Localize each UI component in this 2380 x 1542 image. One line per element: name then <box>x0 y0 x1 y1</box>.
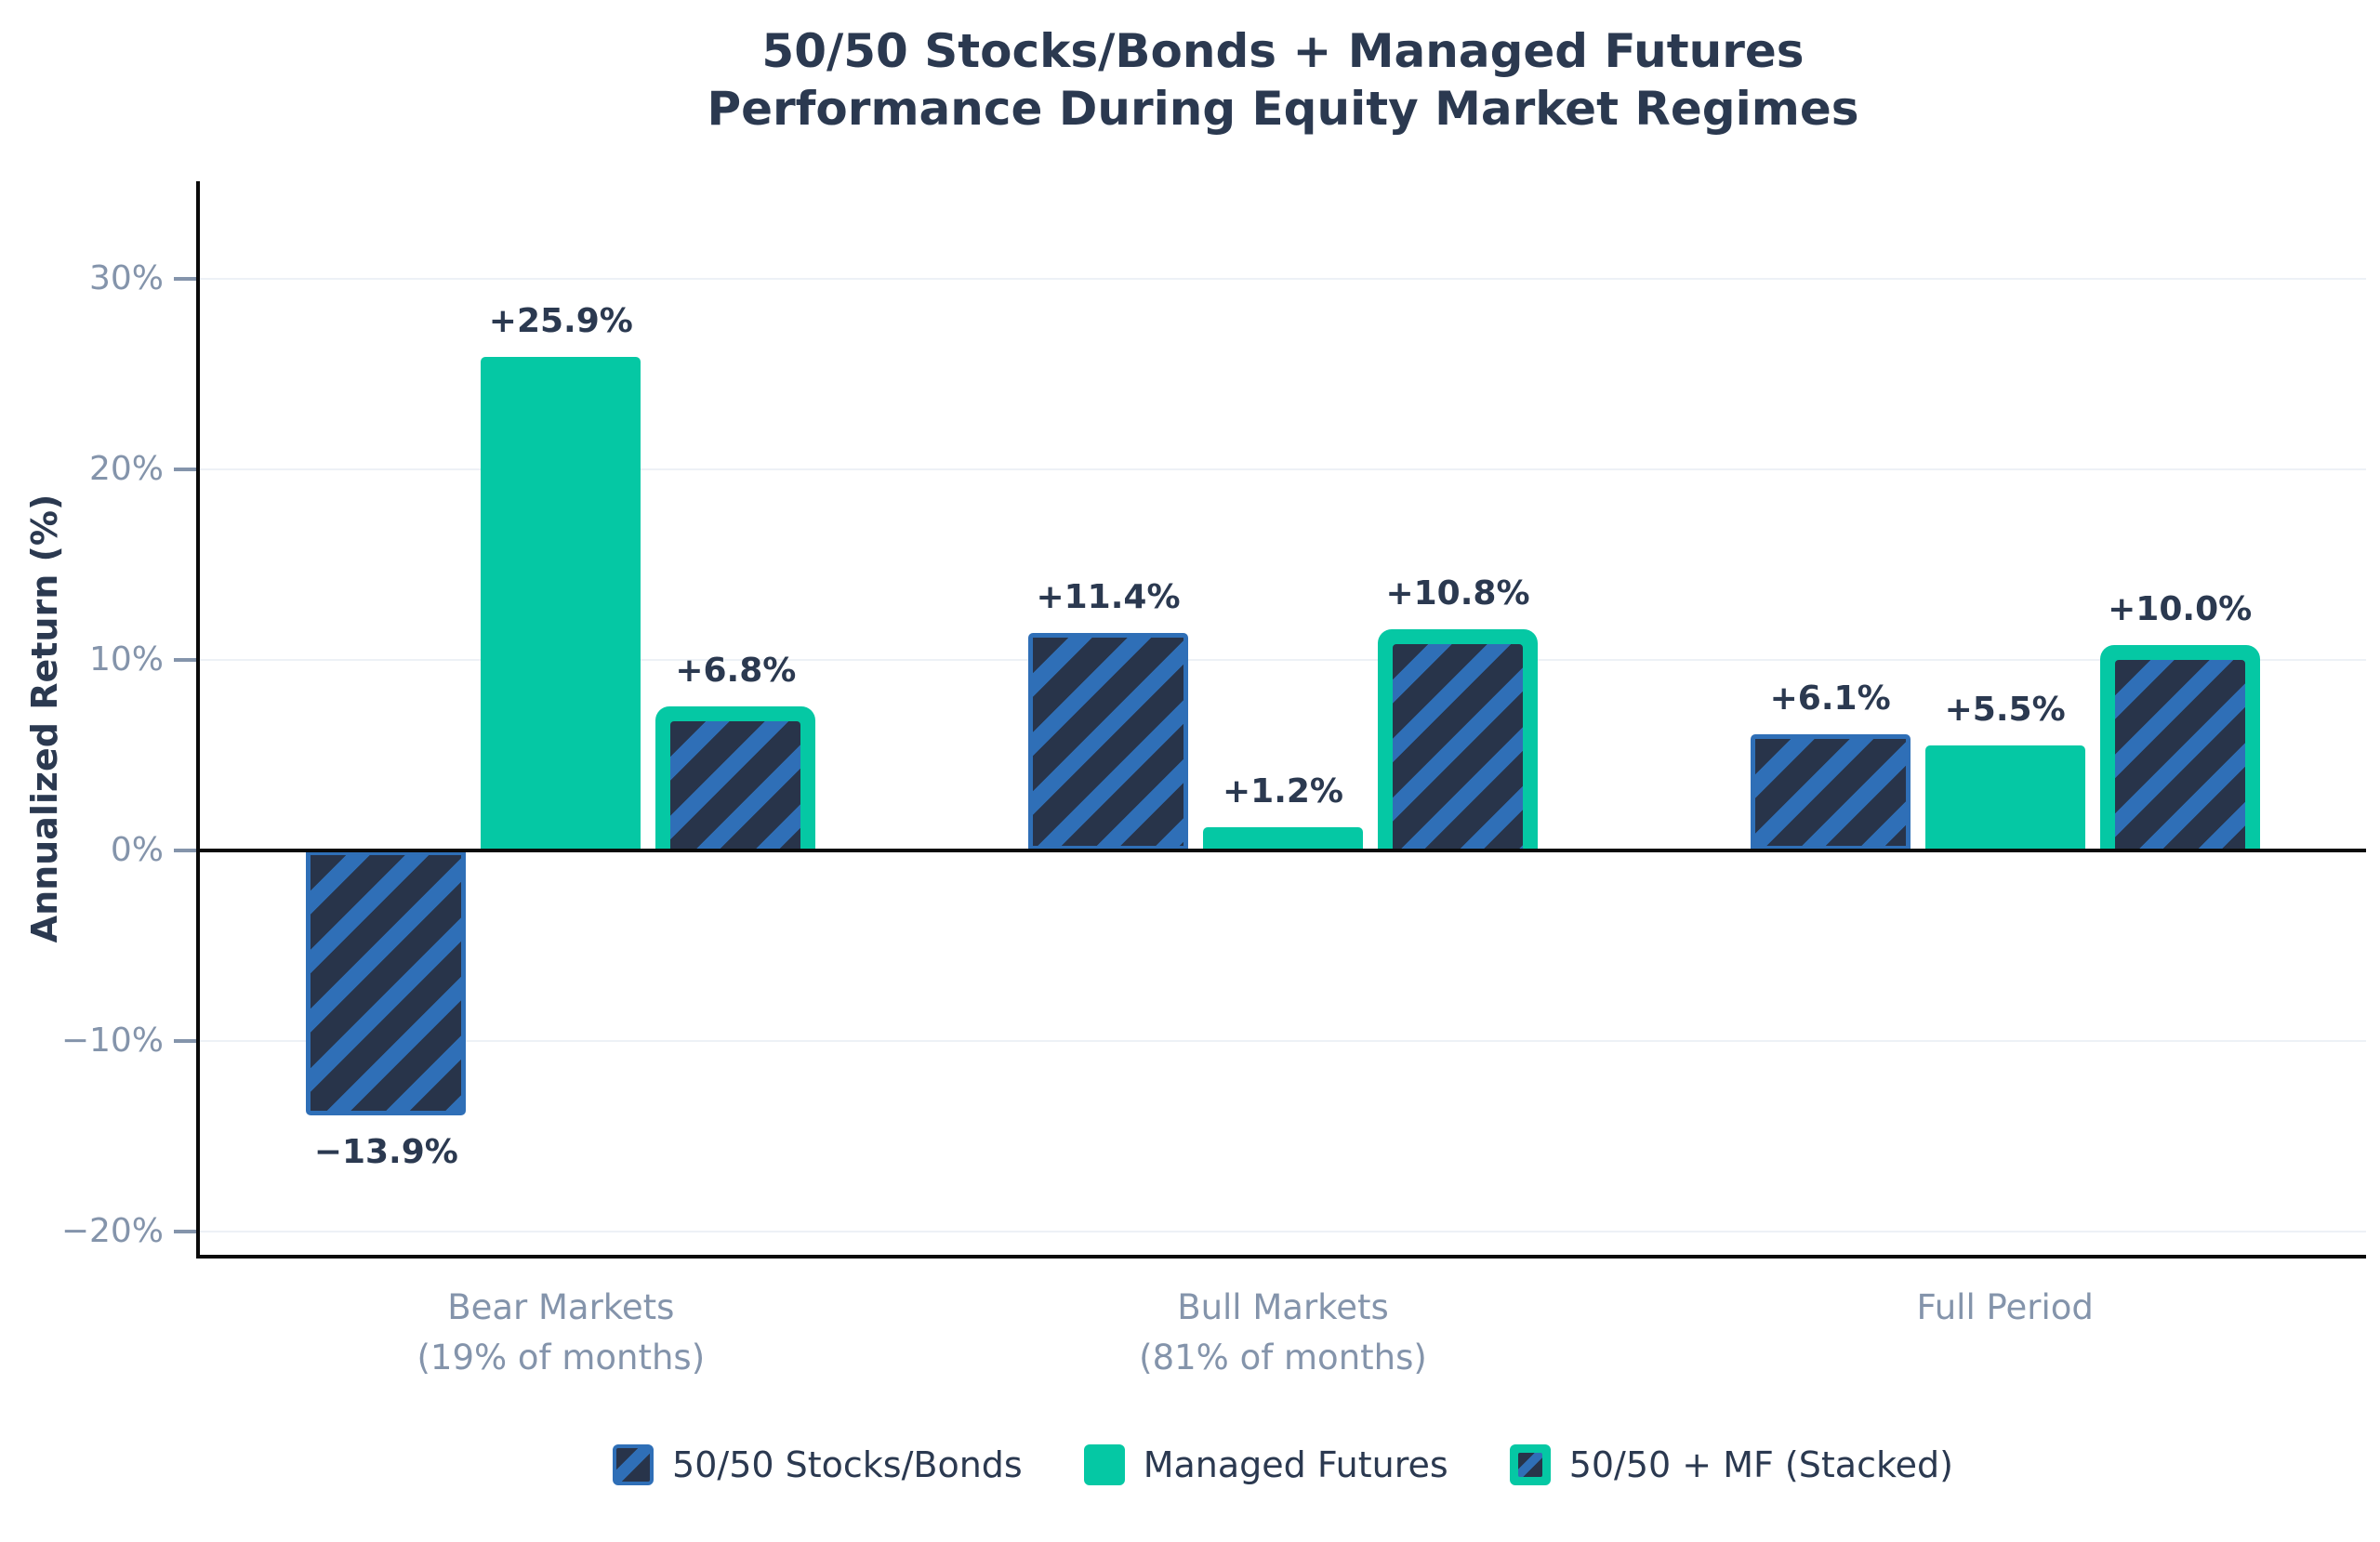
bar-5050-stocks-bonds <box>1750 733 1911 851</box>
bar-value-label: +6.1% <box>1769 679 1891 718</box>
chart-title-line2: Performance During Equity Market Regimes <box>707 82 1859 136</box>
x-category-label-line2: (81% of months) <box>1139 1338 1427 1377</box>
y-tick-label: 30% <box>88 258 164 297</box>
x-category-label-line2: (19% of months) <box>416 1338 706 1377</box>
gridline <box>200 277 2366 280</box>
bar-value-label: +6.8% <box>675 651 797 690</box>
legend-swatch-teal-icon <box>1083 1444 1125 1485</box>
x-category-label-line1: Bear Markets <box>447 1287 675 1327</box>
bar-5050-mf-stacked <box>655 705 816 851</box>
y-tick-label: 10% <box>88 639 164 679</box>
legend-label: 50/50 + MF (Stacked) <box>1568 1444 1953 1485</box>
y-tick-mark <box>174 1039 196 1044</box>
bar-5050-stocks-bonds <box>1028 633 1188 851</box>
y-tick-mark <box>174 276 196 281</box>
gridline <box>200 1040 2366 1043</box>
gridline <box>200 658 2366 661</box>
bar-value-label: +11.4% <box>1036 578 1181 617</box>
y-tick-mark <box>174 849 196 853</box>
gridline <box>200 1231 2366 1233</box>
bar-value-label: +5.5% <box>1944 691 2066 730</box>
bar-5050-mf-stacked <box>1378 629 1538 851</box>
legend-item-5050-mf-stacked: 50/50 + MF (Stacked) <box>1509 1443 1953 1487</box>
y-tick-label: 20% <box>88 449 164 488</box>
y-tick-label: −10% <box>60 1021 164 1061</box>
chart-title-line1: 50/50 Stocks/Bonds + Managed Futures <box>761 24 1805 78</box>
y-tick-label: 0% <box>110 831 164 870</box>
zero-line <box>200 849 2366 853</box>
x-category-label: Bear Markets (19% of months) <box>263 1283 858 1383</box>
bar-value-label: −13.9% <box>313 1133 458 1172</box>
chart-title: 50/50 Stocks/Bonds + Managed Futures Per… <box>186 22 2380 138</box>
bar-value-label: +1.2% <box>1222 772 1343 811</box>
bar-value-label: +10.0% <box>2108 589 2253 628</box>
y-tick-mark <box>174 657 196 662</box>
bar-5050-mf-stacked-fill <box>2114 659 2245 851</box>
x-category-label-line1: Full Period <box>1916 1287 2094 1327</box>
y-tick-mark <box>174 467 196 471</box>
y-tick-mark <box>174 1230 196 1234</box>
legend: 50/50 Stocks/Bonds Managed Futures 50/50… <box>186 1443 2380 1487</box>
legend-swatch-stacked-inner <box>1517 1453 1542 1477</box>
x-category-label: Full Period <box>1708 1283 2303 1333</box>
bar-managed-futures <box>1924 745 2085 851</box>
x-category-label-line1: Bull Markets <box>1177 1287 1389 1327</box>
bar-managed-futures <box>1203 827 1363 851</box>
legend-item-managed-futures: Managed Futures <box>1083 1443 1448 1487</box>
bar-value-label: +25.9% <box>488 301 633 340</box>
bar-value-label: +10.8% <box>1385 574 1530 613</box>
legend-swatch-stacked-icon <box>1509 1444 1551 1485</box>
gridline <box>200 468 2366 470</box>
y-tick-label: −20% <box>60 1212 164 1251</box>
y-axis-spine <box>196 181 200 1259</box>
x-category-label: Bull Markets (81% of months) <box>985 1283 1580 1383</box>
bar-5050-stocks-bonds <box>306 850 467 1116</box>
legend-label: Managed Futures <box>1143 1444 1448 1485</box>
bar-managed-futures <box>481 356 641 851</box>
legend-label: 50/50 Stocks/Bonds <box>672 1444 1023 1485</box>
legend-item-5050-stocks-bonds: 50/50 Stocks/Bonds <box>613 1443 1023 1487</box>
bar-5050-mf-stacked-fill <box>670 720 801 851</box>
legend-swatch-hatched-icon <box>613 1444 654 1485</box>
x-axis-spine <box>196 1255 2366 1259</box>
bar-5050-mf-stacked-fill <box>1393 644 1523 851</box>
bar-5050-mf-stacked <box>2099 644 2260 851</box>
